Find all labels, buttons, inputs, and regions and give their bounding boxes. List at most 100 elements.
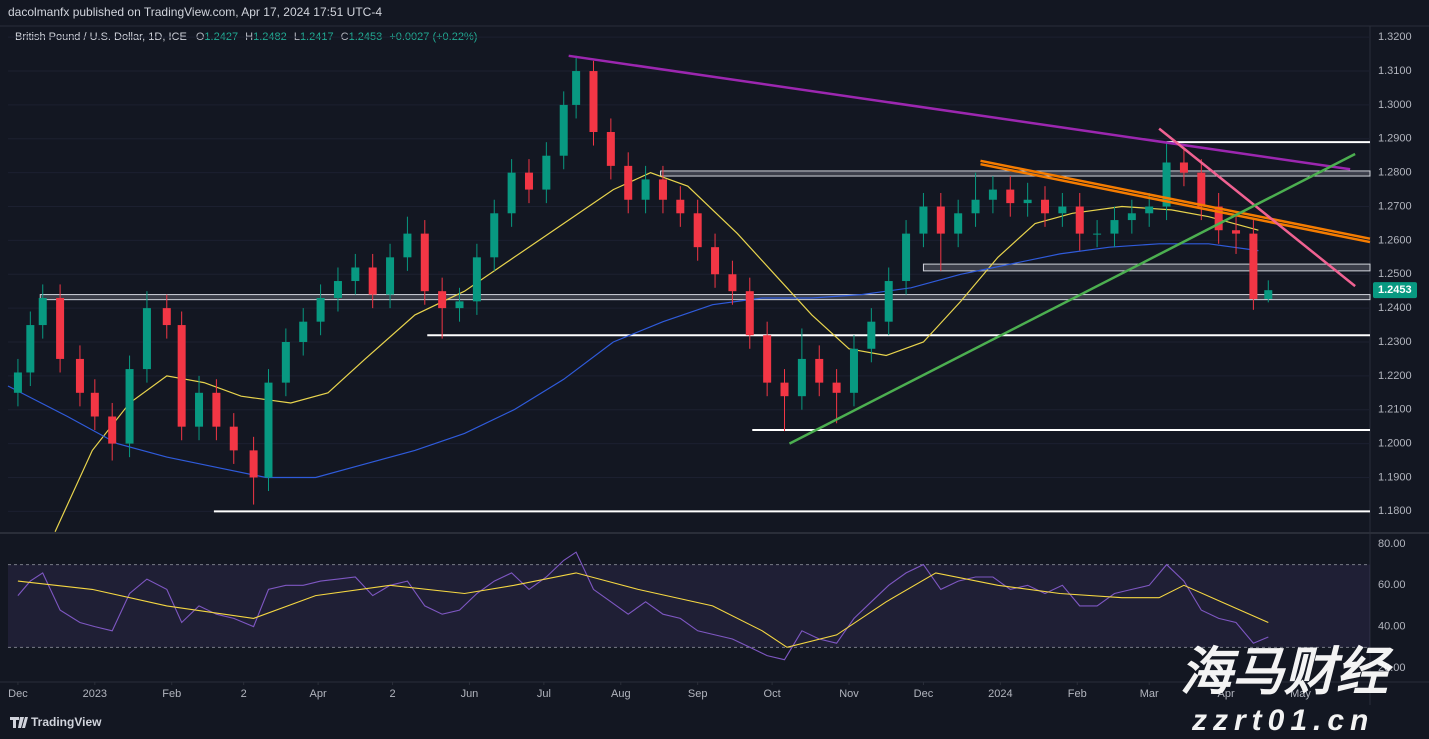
trendline xyxy=(980,162,1371,244)
candle-body xyxy=(142,308,151,370)
candle-body xyxy=(125,369,134,444)
candle-body xyxy=(693,213,702,248)
plot-area: 1.3200 1.3100 1.3000 1.2900 1.2800 1.2700 1.26… xyxy=(7,31,1417,700)
x-tick-label: May xyxy=(1290,688,1311,700)
candle-body xyxy=(832,382,841,393)
trendline xyxy=(788,152,1356,445)
candle-body xyxy=(38,297,47,326)
candle-body xyxy=(884,281,893,322)
candle-body xyxy=(507,172,516,214)
candle-body xyxy=(1214,206,1223,231)
trendline xyxy=(568,54,1351,171)
candle-body xyxy=(1093,233,1102,235)
y-tick-label: 1.2000 xyxy=(1378,438,1412,450)
x-tick-label: 2 xyxy=(389,688,395,700)
candle-body xyxy=(368,267,377,295)
header-bar xyxy=(0,0,1429,26)
x-tick-label: Apr xyxy=(1218,688,1235,700)
candle-body xyxy=(658,179,667,200)
candle-body xyxy=(641,179,650,200)
y-tick-label: 60.00 xyxy=(1378,579,1406,591)
x-tick-label: Oct xyxy=(764,688,781,700)
candle-body xyxy=(316,297,325,322)
y-tick-label: 1.2200 xyxy=(1378,370,1412,382)
x-tick-label: Mar xyxy=(1140,688,1159,700)
candle-body xyxy=(1127,213,1136,221)
x-tick-label: Dec xyxy=(914,688,934,700)
last-price-label: 1.2453 xyxy=(1378,284,1412,296)
candle-body xyxy=(676,199,685,214)
candle-body xyxy=(195,392,204,427)
candle-body xyxy=(971,199,980,214)
candle-body xyxy=(763,335,772,383)
candle-body xyxy=(264,382,273,478)
candle-body xyxy=(815,358,824,383)
x-tick-label: 2023 xyxy=(83,688,107,700)
y-tick-label: 1.2400 xyxy=(1378,302,1412,314)
candle-body xyxy=(249,450,258,478)
y-tick-label: 20.00 xyxy=(1378,662,1406,674)
x-tick-label: Dec xyxy=(8,688,28,700)
y-tick-label: 1.2900 xyxy=(1378,133,1412,145)
candle-body xyxy=(988,189,997,200)
candle-body xyxy=(351,267,360,282)
rsi-band xyxy=(8,564,1370,648)
candle-body xyxy=(542,155,551,190)
candle-body xyxy=(1197,172,1206,207)
candle-body xyxy=(90,392,99,417)
candle-body xyxy=(1075,206,1084,234)
candle-body xyxy=(1264,290,1273,299)
x-tick-label: Sep xyxy=(688,688,708,700)
candle-body xyxy=(13,372,22,393)
rsi-line xyxy=(17,551,1269,661)
candle-body xyxy=(472,257,481,302)
y-tick-label: 1.2500 xyxy=(1378,268,1412,280)
brand-logo xyxy=(10,717,28,728)
zone xyxy=(922,263,1371,272)
candle-body xyxy=(108,416,117,444)
candle-body xyxy=(455,301,464,309)
y-tick-label: 1.2300 xyxy=(1378,336,1412,348)
candle-body xyxy=(403,233,412,258)
candle-body xyxy=(333,281,342,298)
moving-average xyxy=(7,243,1259,479)
candle-body xyxy=(624,165,633,200)
candle-body xyxy=(559,104,568,156)
trendline xyxy=(1158,127,1356,288)
x-tick-label: Nov xyxy=(839,688,859,700)
y-tick-label: 1.3100 xyxy=(1378,65,1412,77)
candle-body xyxy=(867,321,876,349)
y-tick-label: 1.1800 xyxy=(1378,505,1412,517)
candle-body xyxy=(745,291,754,336)
candle-body xyxy=(589,71,598,133)
candle-body xyxy=(1006,189,1015,204)
candle-body xyxy=(1058,206,1067,214)
x-tick-label: Apr xyxy=(310,688,327,700)
candle-body xyxy=(728,274,737,292)
footer: TradingView xyxy=(10,715,102,729)
y-tick-label: 80.00 xyxy=(1378,538,1406,550)
last-price-badge xyxy=(1373,282,1417,299)
candle-body xyxy=(1023,199,1032,204)
candle-body xyxy=(919,206,928,234)
candle-body xyxy=(936,206,945,234)
brand-name[interactable]: TradingView xyxy=(31,715,102,729)
y-tick-label: 1.3000 xyxy=(1378,99,1412,111)
candle-body xyxy=(1162,162,1171,207)
watermark-site: zzrt01.cn xyxy=(1191,704,1374,737)
candle-body xyxy=(75,358,84,393)
publish-header: dacolmanfx published on TradingView.com,… xyxy=(8,5,382,19)
y-tick-label: 40.00 xyxy=(1378,621,1406,633)
rsi-line xyxy=(17,572,1269,648)
x-tick-label: Feb xyxy=(162,688,181,700)
x-tick-label: Jul xyxy=(537,688,551,700)
candle-body xyxy=(56,297,65,359)
x-tick-label: 2024 xyxy=(988,688,1012,700)
candle-body xyxy=(281,341,290,383)
trendline xyxy=(980,159,1371,240)
y-tick-label: 1.2600 xyxy=(1378,234,1412,246)
candle-body xyxy=(797,358,806,397)
y-tick-label: 1.3200 xyxy=(1378,31,1412,43)
candle-body xyxy=(1041,199,1050,214)
